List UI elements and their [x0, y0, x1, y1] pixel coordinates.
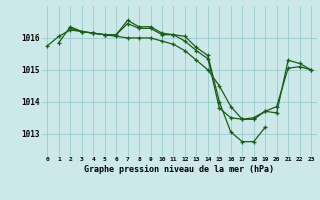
X-axis label: Graphe pression niveau de la mer (hPa): Graphe pression niveau de la mer (hPa) [84, 165, 274, 174]
